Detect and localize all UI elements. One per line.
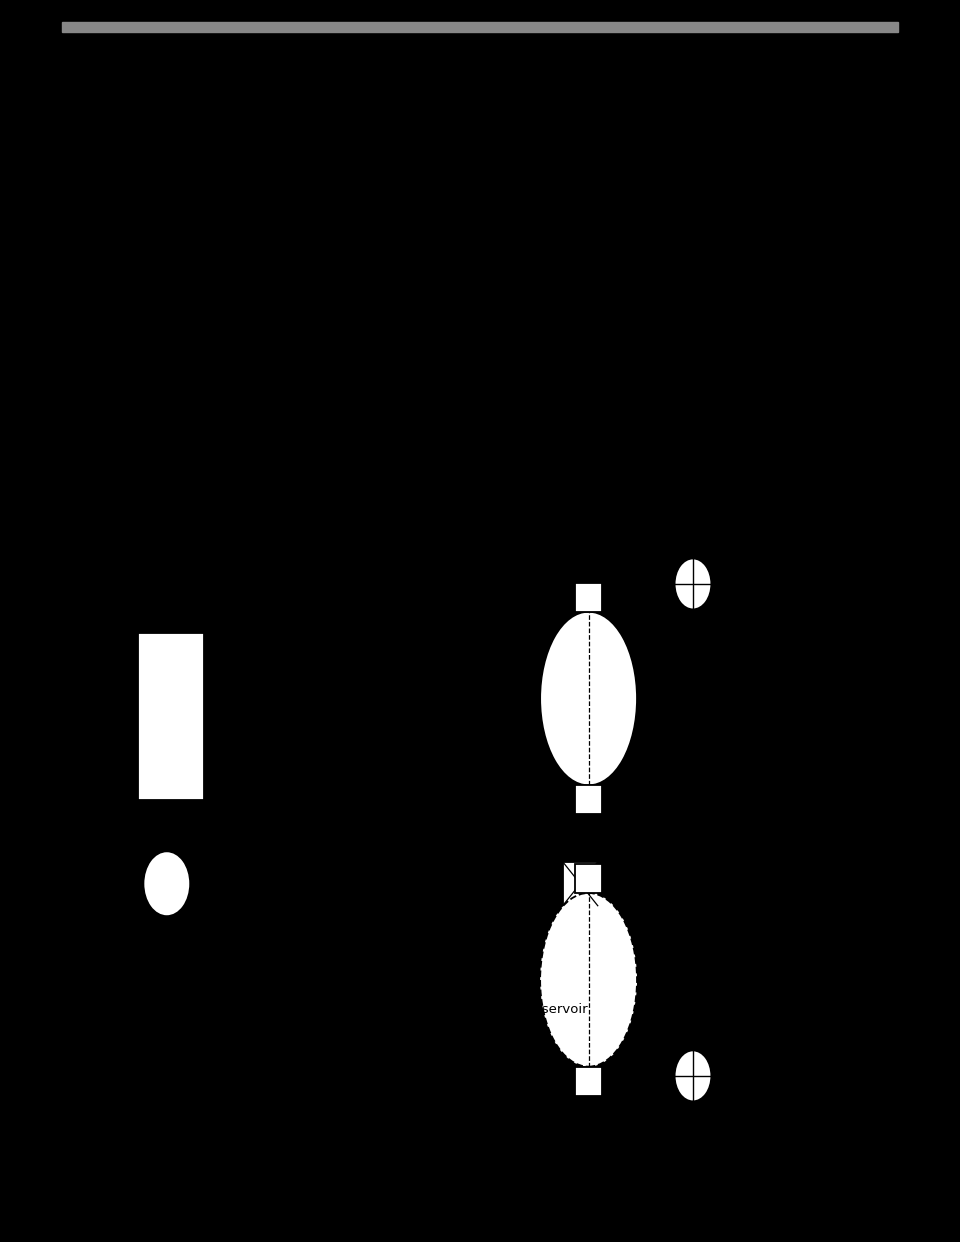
Circle shape xyxy=(675,559,711,610)
Text: Pressure reservoir: Pressure reservoir xyxy=(468,1004,588,1016)
Circle shape xyxy=(675,1051,711,1102)
Bar xyxy=(575,1067,602,1095)
Text: Reservoir: Reservoir xyxy=(133,606,196,619)
Text: Tandem pump: Tandem pump xyxy=(155,939,249,953)
Text: carmanualsonline.info: carmanualsonline.info xyxy=(683,1215,845,1230)
Ellipse shape xyxy=(540,893,637,1067)
Text: The self-leveling suspension system is designed to maintain vehicle ride height : The self-leveling suspension system is d… xyxy=(87,195,699,229)
Text: •  E38 - 740 iL and 750iL: • E38 - 740 iL and 750iL xyxy=(146,458,322,473)
Text: •  E32 - 735 iL, 740iL and 750iL: • E32 - 735 iL, 740iL and 750iL xyxy=(146,355,370,369)
Text: The system is installed on:: The system is installed on: xyxy=(87,314,278,328)
Text: The system is fully hydraulic, utilizing a tandem oil pump to supply pressure to: The system is fully hydraulic, utilizing… xyxy=(87,253,715,286)
Text: Control valve: Control valve xyxy=(576,927,664,939)
Text: Hydropneumatic Rear Leveling System: Hydropneumatic Rear Leveling System xyxy=(87,67,499,87)
Ellipse shape xyxy=(540,612,637,785)
Text: Pressure reservoir: Pressure reservoir xyxy=(656,687,776,699)
Bar xyxy=(575,785,602,815)
Text: •  E34 - Touring 525i and 530i: • E34 - Touring 525i and 530i xyxy=(146,407,358,421)
Bar xyxy=(545,561,708,1104)
Bar xyxy=(563,862,598,905)
Bar xyxy=(575,864,602,893)
Bar xyxy=(137,632,204,800)
Bar xyxy=(575,582,602,612)
Text: This module pertains to the hydropneumatic rear suspension system with the engin: This module pertains to the hydropneumat… xyxy=(87,112,723,164)
Text: Level Control Systems: Level Control Systems xyxy=(79,1159,204,1169)
Text: Strut: Strut xyxy=(721,1069,755,1082)
Circle shape xyxy=(143,851,190,917)
Text: 4: 4 xyxy=(79,1144,89,1159)
Text: Strut: Strut xyxy=(721,578,755,590)
